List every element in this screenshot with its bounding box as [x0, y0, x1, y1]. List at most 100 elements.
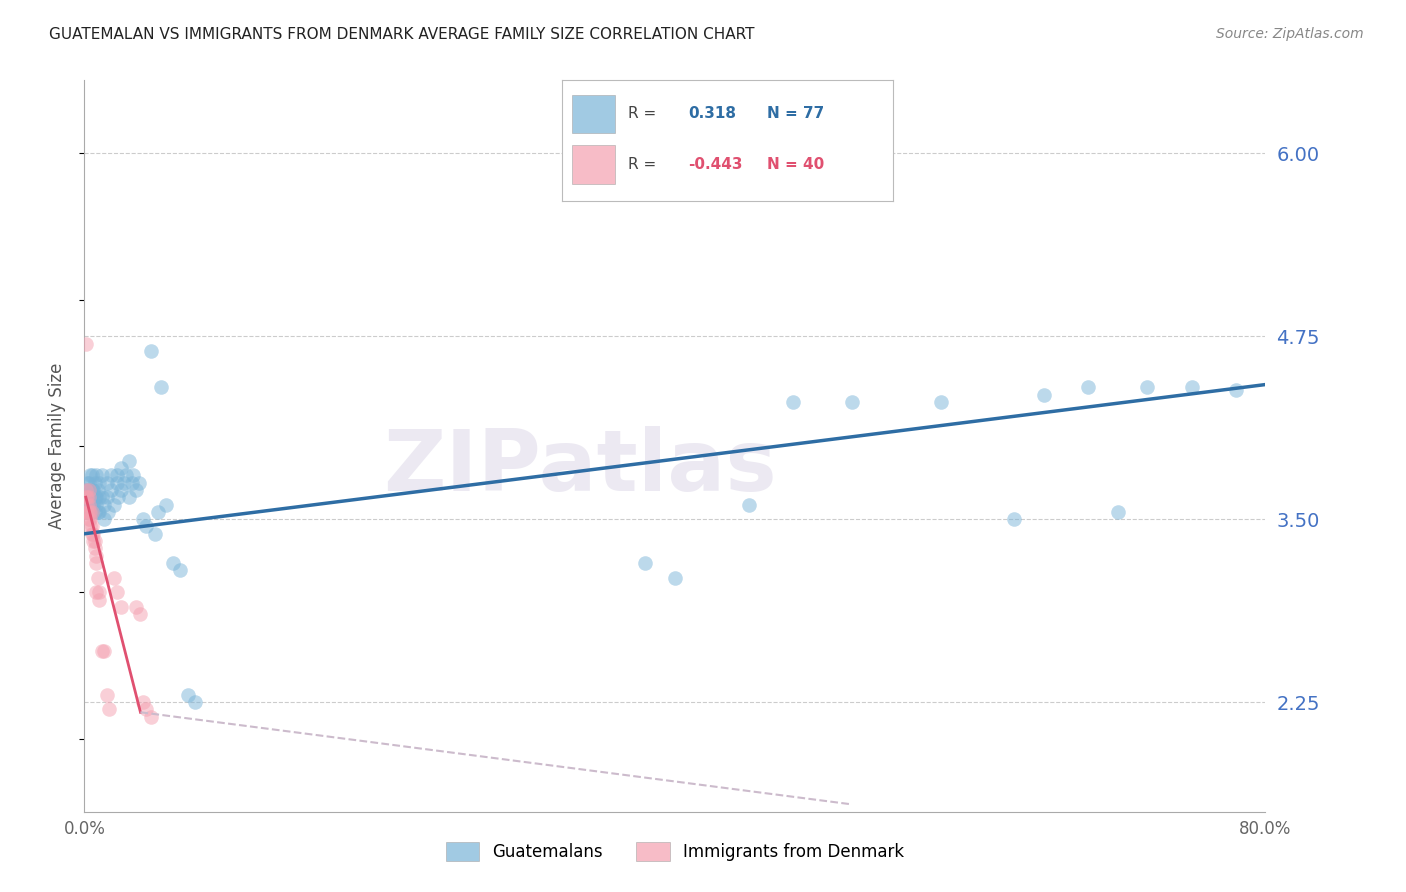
- Point: [84, 556, 107, 570]
- Point: [121, 475, 143, 490]
- Bar: [572, 145, 616, 184]
- Point: [86, 483, 108, 497]
- Point: [105, 468, 128, 483]
- Point: [841, 395, 863, 409]
- Point: [86, 571, 108, 585]
- Point: [93, 512, 115, 526]
- Point: [1225, 384, 1247, 398]
- Point: [96, 475, 118, 490]
- Text: ZIPatlas: ZIPatlas: [384, 426, 778, 509]
- Point: [76, 505, 98, 519]
- Point: [132, 512, 155, 526]
- Point: [184, 695, 207, 709]
- Point: [80, 483, 103, 497]
- Point: [1004, 512, 1026, 526]
- Point: [79, 505, 101, 519]
- Point: [77, 490, 100, 504]
- Point: [103, 498, 125, 512]
- Point: [100, 468, 122, 483]
- Point: [84, 490, 107, 504]
- Point: [114, 468, 136, 483]
- Point: [929, 395, 952, 409]
- Point: [782, 395, 804, 409]
- Point: [80, 505, 103, 519]
- Text: R =: R =: [628, 106, 657, 121]
- Point: [75, 490, 97, 504]
- Text: R =: R =: [628, 157, 657, 172]
- Y-axis label: Average Family Size: Average Family Size: [48, 363, 66, 529]
- Point: [135, 519, 157, 533]
- Point: [80, 519, 103, 533]
- Point: [77, 512, 100, 526]
- Point: [77, 490, 100, 504]
- Point: [738, 498, 761, 512]
- Point: [79, 512, 101, 526]
- Point: [96, 688, 118, 702]
- Point: [1181, 380, 1204, 394]
- Point: [84, 468, 107, 483]
- Point: [87, 505, 111, 519]
- Point: [80, 526, 103, 541]
- Point: [79, 490, 101, 504]
- Point: [87, 490, 111, 504]
- Point: [139, 709, 162, 723]
- Point: [76, 490, 98, 504]
- Point: [76, 498, 98, 512]
- Point: [177, 688, 200, 702]
- Point: [87, 475, 111, 490]
- Point: [1107, 505, 1129, 519]
- Point: [77, 483, 100, 497]
- Point: [82, 534, 104, 549]
- Text: -0.443: -0.443: [688, 157, 742, 172]
- Point: [83, 541, 105, 556]
- Point: [118, 453, 141, 467]
- Point: [86, 505, 108, 519]
- Point: [103, 571, 125, 585]
- Point: [91, 468, 114, 483]
- Point: [76, 505, 98, 519]
- Point: [82, 490, 104, 504]
- Point: [82, 483, 104, 497]
- Point: [129, 607, 152, 622]
- Point: [79, 468, 101, 483]
- Point: [97, 505, 120, 519]
- Point: [87, 592, 111, 607]
- Point: [77, 498, 100, 512]
- Point: [80, 498, 103, 512]
- Point: [83, 490, 105, 504]
- Legend: Guatemalans, Immigrants from Denmark: Guatemalans, Immigrants from Denmark: [437, 833, 912, 869]
- Point: [139, 343, 162, 358]
- Point: [83, 505, 105, 519]
- Point: [93, 644, 115, 658]
- Point: [110, 483, 132, 497]
- Point: [96, 490, 118, 504]
- Point: [77, 483, 100, 497]
- Point: [79, 519, 101, 533]
- Point: [110, 599, 132, 614]
- Text: N = 77: N = 77: [768, 106, 824, 121]
- Point: [98, 702, 121, 716]
- Point: [148, 505, 170, 519]
- Point: [105, 475, 128, 490]
- Point: [1077, 380, 1099, 394]
- Point: [84, 498, 107, 512]
- Point: [91, 490, 114, 504]
- Point: [100, 483, 122, 497]
- Bar: [572, 95, 616, 133]
- Point: [125, 599, 148, 614]
- Text: 0.318: 0.318: [688, 106, 735, 121]
- Point: [110, 461, 132, 475]
- Point: [76, 475, 98, 490]
- Point: [76, 498, 98, 512]
- Point: [664, 571, 686, 585]
- Point: [135, 702, 157, 716]
- Point: [84, 585, 107, 599]
- Point: [75, 490, 97, 504]
- Point: [150, 380, 173, 394]
- Text: Source: ZipAtlas.com: Source: ZipAtlas.com: [1216, 27, 1364, 41]
- Text: GUATEMALAN VS IMMIGRANTS FROM DENMARK AVERAGE FAMILY SIZE CORRELATION CHART: GUATEMALAN VS IMMIGRANTS FROM DENMARK AV…: [49, 27, 755, 42]
- Point: [77, 498, 100, 512]
- Point: [107, 490, 129, 504]
- Point: [75, 483, 97, 497]
- Point: [83, 534, 105, 549]
